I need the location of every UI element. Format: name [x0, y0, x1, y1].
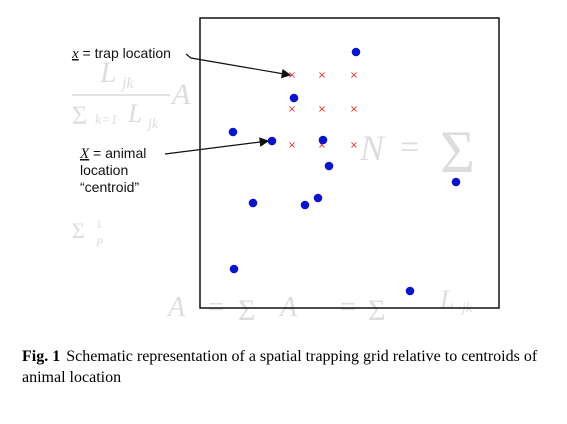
trap-label: x = trap location: [71, 45, 171, 62]
figure-plot: L jk Σ k=1 L jk A N = Σ Σ 1 P A = Σ A = …: [71, 17, 500, 327]
svg-text:L: L: [127, 99, 142, 128]
svg-text:N: N: [359, 128, 386, 168]
caption-label: Fig. 1: [22, 348, 61, 365]
centroid-marker: [229, 264, 239, 274]
centroid-marker: [248, 198, 258, 208]
trap-marker: ×: [318, 140, 326, 151]
svg-text:A: A: [170, 78, 191, 111]
svg-text:Σ: Σ: [238, 294, 255, 327]
svg-text:A: A: [166, 292, 186, 323]
trap-marker: ×: [350, 104, 358, 115]
centroid-marker: [267, 136, 277, 146]
svg-text:Σ: Σ: [440, 119, 475, 185]
animal-label-line2: location: [80, 162, 128, 178]
animal-label-text: = animal: [89, 145, 146, 161]
trap-marker: ×: [350, 70, 358, 81]
centroid-arrow: [164, 137, 270, 155]
centroid-marker: [405, 286, 415, 296]
svg-text:jk: jk: [120, 75, 134, 92]
trap-marker: ×: [350, 140, 358, 151]
trap-label-text: = trap location: [79, 45, 171, 61]
svg-text:L: L: [439, 285, 454, 314]
trap-marker: ×: [318, 70, 326, 81]
trap-arrow: [185, 53, 292, 79]
centroid-marker: [300, 200, 310, 210]
centroid-marker: [324, 161, 334, 171]
svg-text:Σ: Σ: [72, 101, 87, 130]
svg-text:1: 1: [96, 217, 102, 231]
trap-marker: ×: [318, 104, 326, 115]
trap-marker: ×: [288, 70, 296, 81]
figure-caption: Fig. 1 Schematic representation of a spat…: [22, 346, 552, 388]
svg-text:k=1: k=1: [95, 113, 118, 128]
centroid-marker: [228, 127, 238, 137]
animal-label-var: X: [79, 146, 90, 162]
centroid-marker: [318, 135, 328, 145]
trap-marker: ×: [288, 140, 296, 151]
animal-label-line3: “centroid”: [80, 179, 139, 195]
trap-grid: × × × × × × × × ×: [288, 70, 358, 151]
centroid-points: [228, 47, 461, 296]
svg-text:P: P: [95, 235, 104, 249]
centroid-marker: [351, 47, 361, 57]
centroid-marker: [451, 177, 461, 187]
svg-text:Σ: Σ: [368, 294, 385, 327]
caption-text: Schematic representation of a spatial tr…: [22, 348, 538, 386]
svg-text:jk: jk: [146, 117, 159, 132]
trap-marker: ×: [288, 104, 296, 115]
svg-text:L: L: [99, 56, 117, 89]
svg-text:Σ: Σ: [72, 218, 85, 243]
trap-label-var: x: [71, 46, 79, 62]
plot-frame: [199, 17, 500, 309]
animal-label-line1: X = animal: [79, 145, 146, 162]
svg-text:=: =: [400, 129, 419, 166]
centroid-marker: [289, 93, 299, 103]
centroid-marker: [313, 193, 323, 203]
